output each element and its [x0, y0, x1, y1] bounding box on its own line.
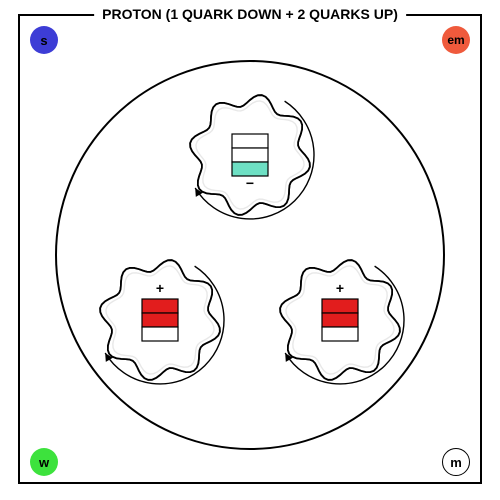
corner-em-label: em [447, 33, 464, 47]
corner-s-label: s [40, 33, 47, 48]
corner-em: em [442, 26, 470, 54]
quark-up-2: + [258, 238, 422, 402]
corner-w: w [30, 448, 58, 476]
corner-m: m [442, 448, 470, 476]
svg-text:+: + [156, 280, 164, 296]
diagram-title: PROTON (1 QUARK DOWN + 2 QUARKS UP) [94, 6, 406, 22]
quark-up-1: + [78, 238, 242, 402]
corner-w-label: w [39, 455, 49, 470]
svg-text:+: + [336, 280, 344, 296]
corner-m-label: m [450, 455, 462, 470]
corner-s: s [30, 26, 58, 54]
quark-down: − [168, 73, 332, 237]
svg-text:−: − [246, 175, 254, 191]
